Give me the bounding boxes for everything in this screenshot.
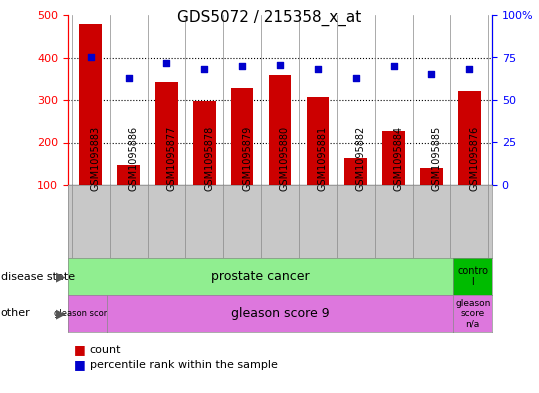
Point [275,62,284,68]
Bar [344,158,367,185]
Text: gleason score 9: gleason score 9 [231,307,329,320]
Text: GSM1095885: GSM1095885 [431,126,441,191]
Bar [420,168,443,185]
Text: GSM1095876: GSM1095876 [469,126,479,191]
Text: GSM1095879: GSM1095879 [242,126,252,191]
Text: GSM1095880: GSM1095880 [280,126,290,191]
Text: GSM1095884: GSM1095884 [393,126,404,191]
Bar [79,24,102,185]
Text: GSM1095877: GSM1095877 [167,125,176,191]
Point [238,63,246,69]
Bar [268,75,292,185]
Text: disease state: disease state [1,272,75,281]
Text: other: other [1,309,30,318]
Text: gleason
score
n/a: gleason score n/a [455,299,490,329]
Text: ▶: ▶ [56,307,65,320]
Bar [458,92,481,185]
Bar [117,165,140,185]
Point [162,60,171,66]
Text: GSM1095878: GSM1095878 [204,126,215,191]
Point [351,75,360,81]
Point [389,63,398,69]
Bar [193,101,216,185]
Text: GSM1095882: GSM1095882 [356,126,366,191]
Text: ▶: ▶ [56,270,65,283]
Point [200,65,209,72]
Text: prostate cancer: prostate cancer [211,270,310,283]
Bar [307,97,329,185]
Text: ■: ■ [73,358,85,371]
Text: GSM1095881: GSM1095881 [318,126,328,191]
Text: contro
l: contro l [457,266,488,287]
Text: GSM1095886: GSM1095886 [129,126,139,191]
Point [465,66,474,73]
Text: GDS5072 / 215358_x_at: GDS5072 / 215358_x_at [177,10,362,26]
Bar [231,88,253,185]
Point [427,72,436,78]
Point [314,66,322,73]
Bar [155,82,178,185]
Point [86,53,95,60]
Point [125,75,133,81]
Text: ■: ■ [73,343,85,356]
Text: percentile rank within the sample: percentile rank within the sample [89,360,278,370]
Text: GSM1095883: GSM1095883 [91,126,101,191]
Text: count: count [89,345,121,355]
Text: gleason score 8: gleason score 8 [54,309,120,318]
Bar [382,130,405,185]
